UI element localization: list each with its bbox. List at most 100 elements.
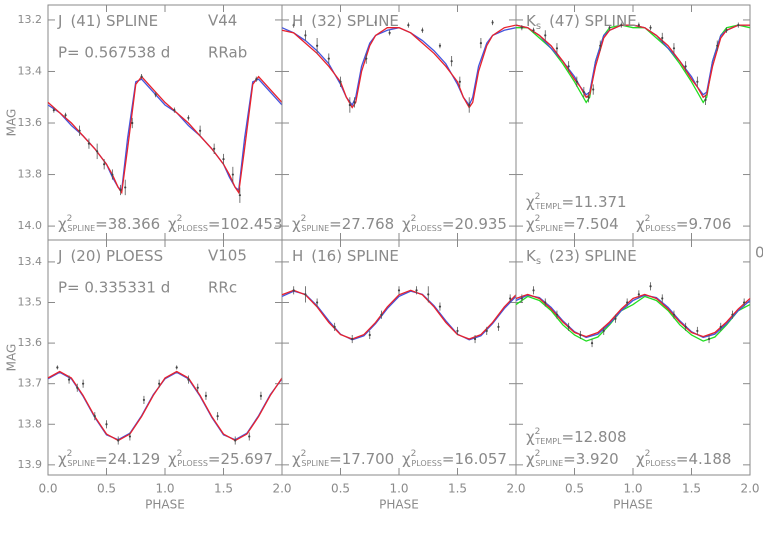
chi-symbol: χ [292,450,301,468]
data-point [684,65,687,68]
data-point [672,313,676,316]
panel-title: H (16) SPLINE [292,247,399,265]
data-point [316,301,319,304]
y-tick-label: 13.6 [18,116,43,129]
chi-value: =12.808 [562,428,627,446]
curve [47,370,283,442]
chi-symbol: χ [636,450,645,468]
data-point [532,29,535,32]
curve [281,290,517,341]
chi-subscript: SPLINE [535,459,563,468]
chi-power: 2 [177,214,183,224]
data-point [259,394,263,397]
chi-square: χ2 PLOESS=4.188 [636,449,731,468]
data-point [128,435,131,438]
data-point [456,329,459,333]
data-point [602,329,605,333]
data-point [388,31,391,34]
x-tick-label: 0.5 [331,482,350,496]
data-point [397,289,401,292]
x-tick-label: 1.5 [448,482,467,496]
data-point [103,163,106,166]
curve [47,75,283,195]
band: K [526,247,537,265]
period: P= 0.335331 d [58,279,170,297]
data-point [725,29,728,32]
x-axis-label: PHASE [145,498,185,512]
data-point [316,44,319,47]
curve [281,289,517,340]
title-text: (47) SPLINE [549,12,637,30]
data-point [380,313,383,316]
x-tick-label: 0.0 [38,482,57,496]
data-point [532,289,535,292]
chi-power: 2 [535,449,541,459]
curve [515,295,751,342]
panel-title: Ks (47) SPLINE [526,12,637,33]
data-point [575,80,578,83]
chi-value: =16.057 [442,450,507,468]
x-tick-label: 1.0 [155,482,174,496]
data-point [187,116,190,119]
data-point [119,188,122,192]
chi-square: χ2 PLOESS=102.453 [168,214,283,233]
chi-power: 2 [67,214,73,224]
data-point [96,150,99,153]
x-axis-label: PHASE [379,498,419,512]
panel-title: J (20) PLOESS [57,247,163,265]
data-point [567,325,570,328]
chi-subscript: PLOESS [177,459,208,468]
chi-square: χ2 SPLINE=24.129 [58,449,160,468]
data-point [716,44,719,47]
data-point [743,301,746,304]
chi-square: χ2 PLOESS=16.057 [402,449,507,468]
x-tick-label: 0.5 [565,482,584,496]
y-tick-label: 13.6 [18,336,43,349]
chi-subscript: SPLINE [535,224,563,233]
chi-symbol: χ [526,428,535,446]
data-point [438,305,442,308]
y-tick-label: 13.5 [18,296,43,309]
chi-power: 2 [67,449,73,459]
band-subscript: s [536,256,541,267]
chi-symbol: χ [526,450,535,468]
data-point [520,297,523,300]
x-tick-label: 0.5 [97,482,116,496]
data-point [672,47,676,50]
chi-square: χ2 SPLINE=17.700 [292,449,394,468]
chi-value: =3.920 [563,450,619,468]
data-point [187,378,190,381]
data-point [304,34,307,37]
chi-symbol: χ [168,450,177,468]
data-point [238,194,241,197]
data-point [111,173,114,176]
chi-value: =25.697 [208,450,273,468]
panel-title: Ks (23) SPLINE [526,247,637,268]
chi-symbol: χ [636,215,645,233]
chi-power: 2 [177,449,183,459]
data-point [520,26,523,29]
curve [281,24,517,109]
panel-title: J (41) SPLINE [57,12,158,30]
chi-value: =11.371 [562,193,627,211]
chi-value: =24.129 [95,450,160,468]
data-point [544,34,547,37]
chi-power: 2 [645,214,651,224]
data-point [485,329,488,333]
x-tick-label: 1.5 [682,482,701,496]
data-point [52,109,55,112]
data-point [427,293,430,296]
chi-square: χ2 PLOESS=25.697 [168,449,273,468]
data-point [579,333,582,337]
title-text: (41) SPLINE [70,12,158,30]
chi-subscript: TEMPL [534,202,562,211]
chi-value: =20.935 [442,215,507,233]
data-point [231,173,234,176]
x-tick-label: 2.0 [506,482,525,496]
data-point [567,65,570,68]
chi-power: 2 [301,214,307,224]
data-point [590,341,594,345]
chi-value: =4.188 [676,450,732,468]
curve [515,294,751,339]
data-point [140,75,143,78]
